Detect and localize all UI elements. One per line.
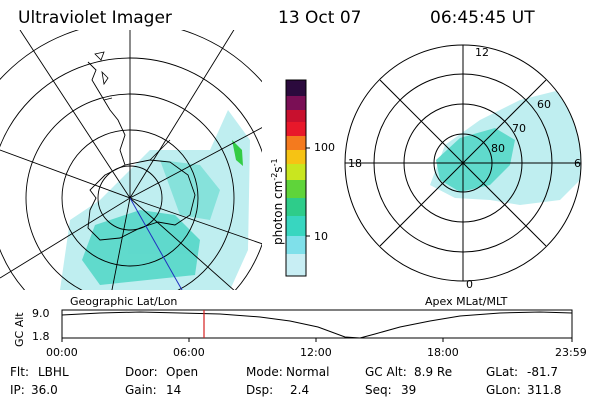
magnetic-map-label: Apex MLat/MLT	[425, 295, 508, 308]
door-label: Door:	[125, 365, 158, 379]
geographic-map	[0, 30, 262, 290]
coastline	[87, 159, 196, 241]
filter-value: LBHL	[38, 365, 69, 379]
gain-label: Gain:	[125, 383, 157, 397]
time-tick-0600: 06:00	[173, 346, 205, 359]
colorbar-tick-10: 10	[314, 230, 328, 243]
dsp-value: 2.4	[290, 383, 310, 397]
mode-label: Mode:	[246, 365, 283, 379]
mlt-label-6: 6	[574, 157, 581, 170]
seq-label: Seq:	[365, 383, 392, 397]
gain-value: 14	[166, 383, 182, 397]
time-tick-0000: 00:00	[46, 346, 78, 359]
colorbar-tick-100: 100	[314, 141, 335, 154]
time-tick-2359: 23:59	[555, 346, 587, 359]
colorbar-unit-label: photon cm-2s-1	[270, 158, 285, 245]
glat-label: GLat:	[486, 365, 519, 379]
meridians	[0, 30, 262, 290]
altitude-axis-label: GC Alt	[13, 312, 26, 347]
mlat-label-70: 70	[512, 122, 526, 135]
glon-label: GLon:	[486, 383, 521, 397]
gc-alt-value: 8.9 Re	[414, 365, 453, 379]
mlat-label-80: 80	[491, 142, 505, 155]
sun-direction-line	[129, 197, 183, 290]
glon-value: 311.8	[527, 383, 562, 397]
seq-value: 39	[401, 383, 417, 397]
mode-value: Normal	[286, 365, 330, 379]
time-label: 06:45:45 UT	[430, 8, 535, 28]
green-edge-emission	[232, 140, 243, 166]
glat-value: -81.7	[527, 365, 559, 379]
geographic-map-label: Geographic Lat/Lon	[70, 295, 178, 308]
time-tick-1800: 18:00	[427, 346, 459, 359]
color-scale-bar	[285, 79, 310, 277]
magnetic-polar-plot	[344, 44, 582, 282]
filter-label: Flt:	[10, 365, 29, 379]
ip-value: 36.0	[31, 383, 58, 397]
mlt-label-12: 12	[475, 46, 489, 59]
mlat-label-60: 60	[537, 98, 551, 111]
door-value: Open	[166, 365, 199, 379]
mlt-label-18: 18	[348, 157, 362, 170]
altitude-tick-high: 9.0	[32, 307, 50, 320]
mlt-label-0: 0	[466, 278, 473, 291]
time-tick-1200: 12:00	[300, 346, 332, 359]
gc-alt-label: GC Alt:	[365, 365, 407, 379]
instrument-title: Ultraviolet Imager	[18, 8, 172, 28]
altitude-plot	[61, 309, 573, 342]
dsp-label: Dsp:	[246, 383, 274, 397]
ip-label: IP:	[10, 383, 25, 397]
date-label: 13 Oct 07	[278, 8, 362, 28]
altitude-tick-low: 1.8	[32, 330, 50, 343]
